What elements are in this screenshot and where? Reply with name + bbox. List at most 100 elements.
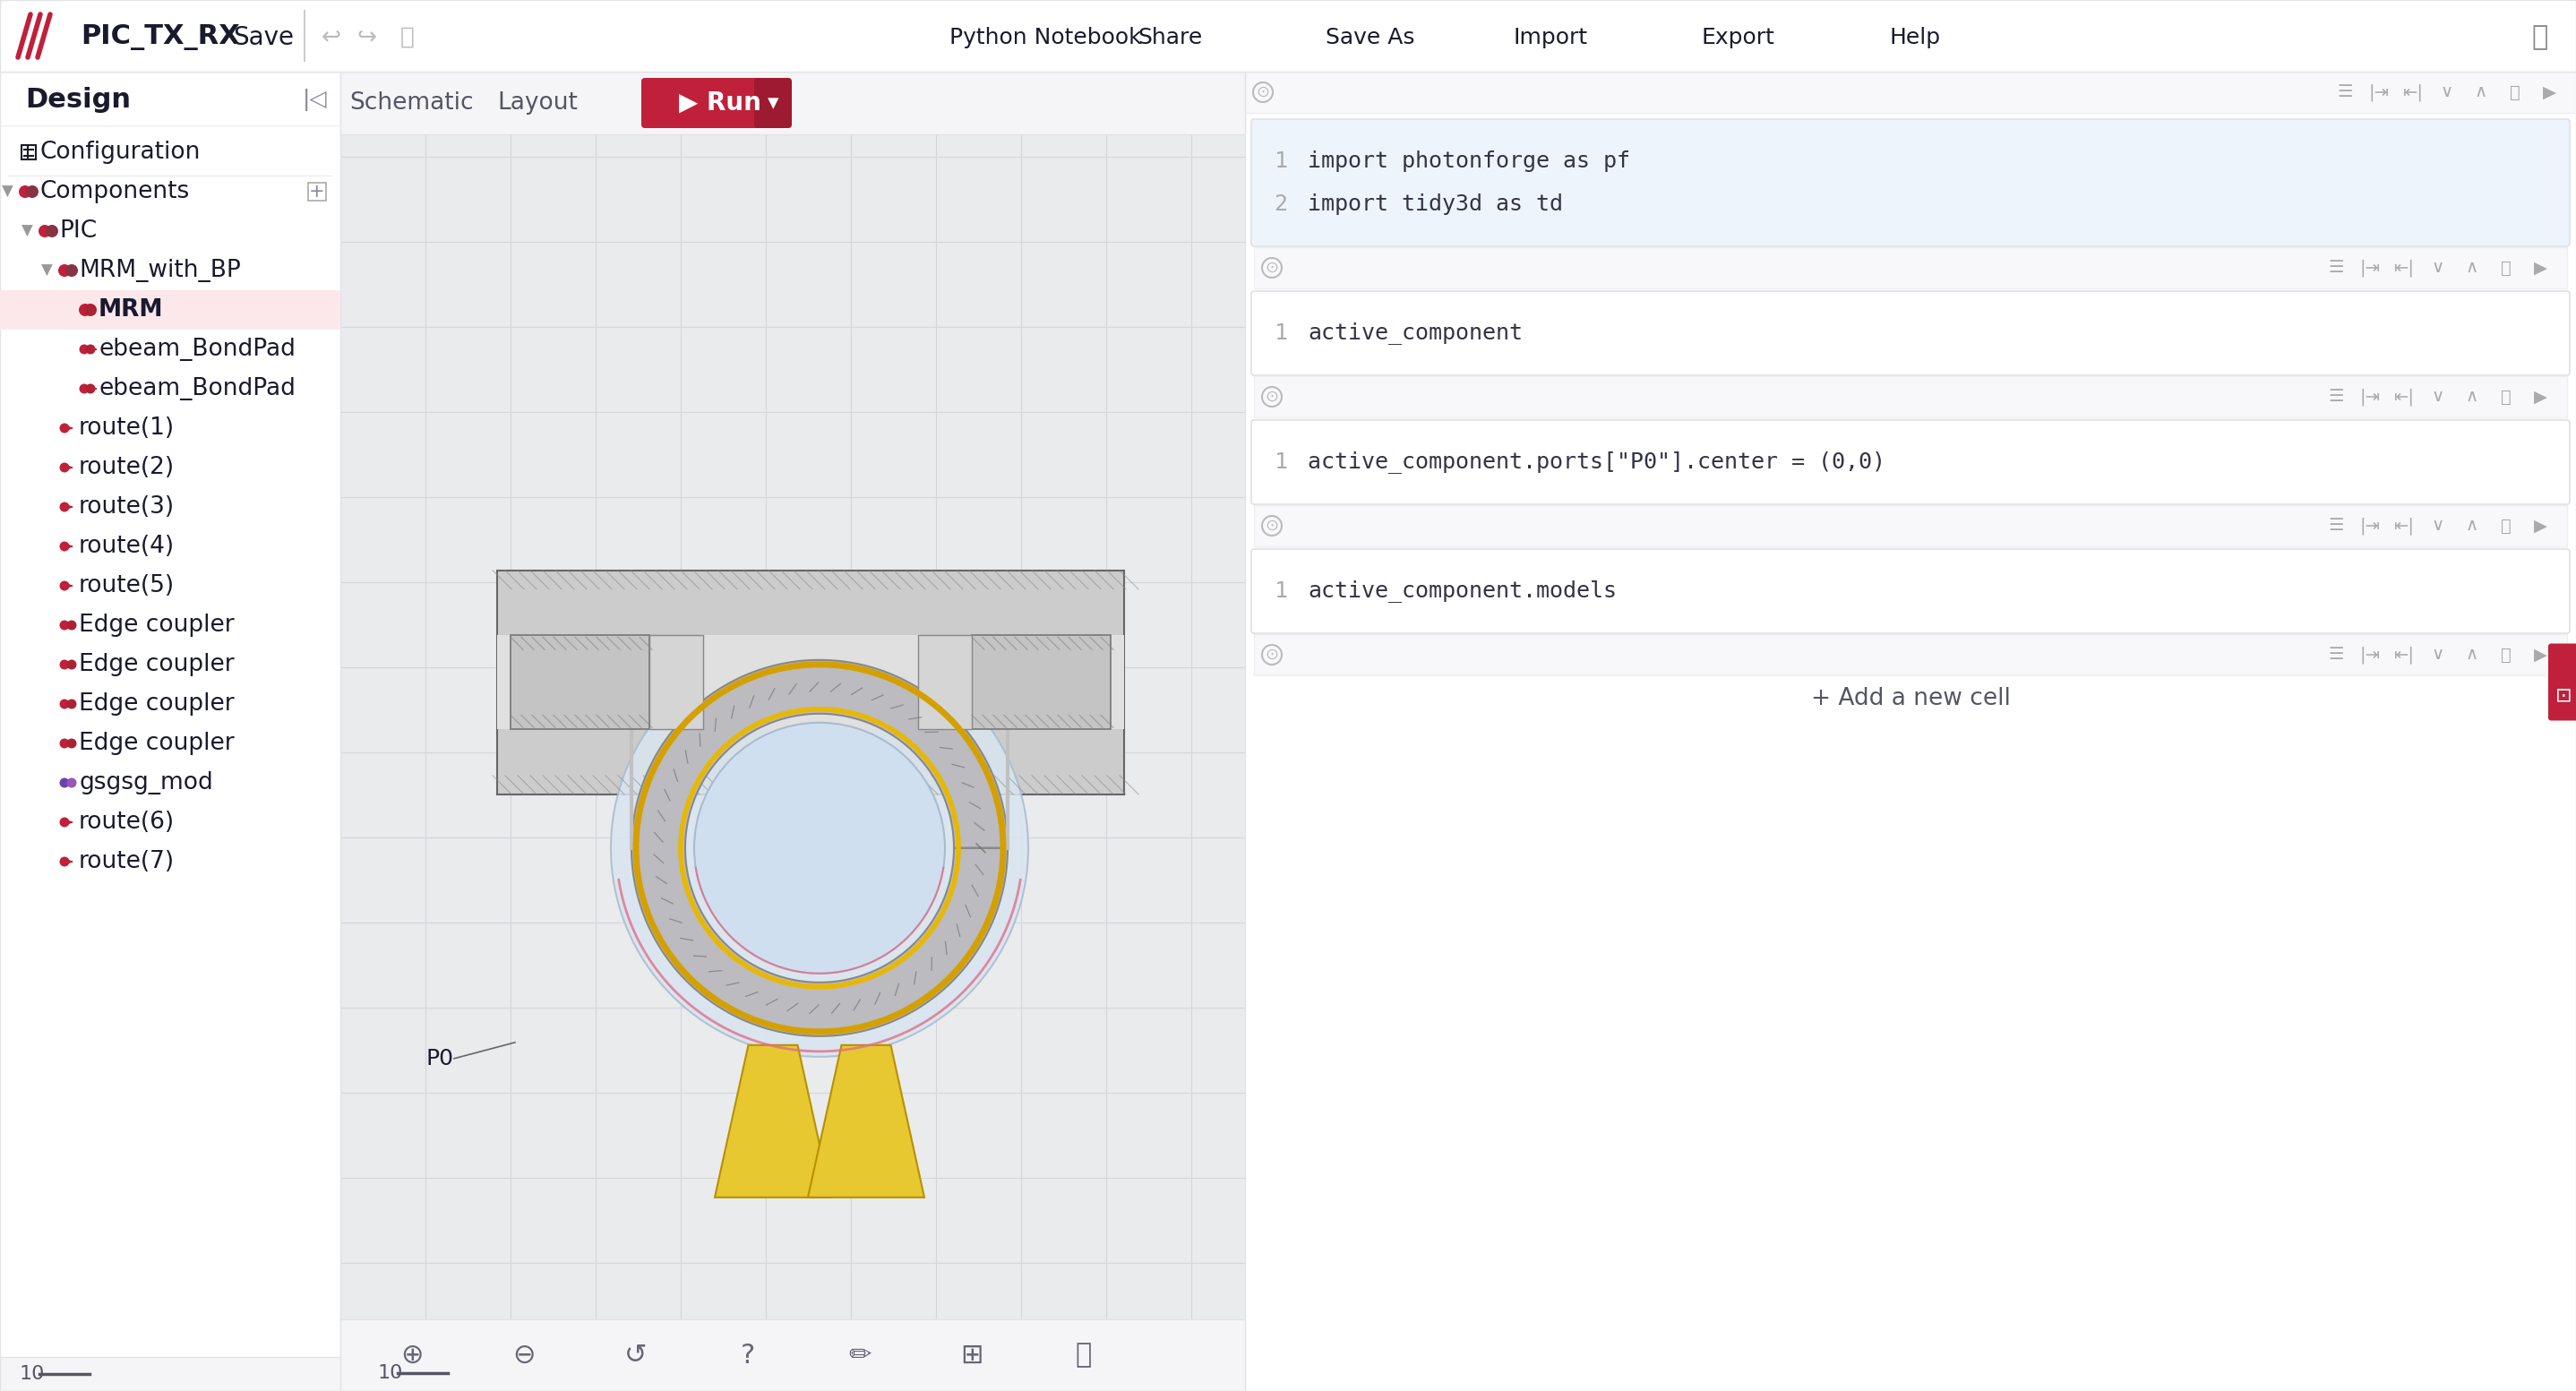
Text: ∨: ∨ (2432, 259, 2445, 277)
Text: 10: 10 (21, 1365, 46, 1383)
Text: MRM: MRM (98, 298, 162, 321)
Circle shape (611, 640, 1028, 1057)
Bar (1255, 248, 2568, 288)
Bar (0, 291, 340, 330)
Text: ⊖: ⊖ (513, 1342, 536, 1369)
Text: ⊙: ⊙ (1265, 260, 1278, 275)
Text: Share: Share (1139, 26, 1203, 49)
Text: route(5): route(5) (80, 574, 175, 597)
Bar (340, 72, 1244, 1391)
Text: |⇥: |⇥ (2360, 388, 2380, 406)
Text: ∨: ∨ (2432, 647, 2445, 664)
Circle shape (693, 723, 945, 974)
Text: route(7): route(7) (80, 850, 175, 874)
Text: Export: Export (1703, 26, 1775, 49)
Text: ∨: ∨ (2432, 388, 2445, 405)
Text: ⊙: ⊙ (1257, 85, 1270, 100)
Text: Design: Design (26, 86, 131, 113)
Text: |⇥: |⇥ (2370, 83, 2391, 102)
Text: ∧: ∧ (2465, 647, 2478, 664)
Bar (497, 636, 1123, 729)
Text: ∧: ∧ (2465, 259, 2478, 277)
Text: ∧: ∧ (2476, 83, 2488, 100)
FancyBboxPatch shape (1252, 549, 2571, 633)
Text: Edge coupler: Edge coupler (80, 613, 234, 637)
Text: active_component.ports["P0"].center = (0,0): active_component.ports["P0"].center = (0… (1309, 451, 1886, 473)
Text: |⇥: |⇥ (2360, 645, 2380, 664)
Text: ▶: ▶ (2532, 517, 2548, 534)
Bar (340, 72, 1244, 135)
Circle shape (64, 264, 77, 277)
Circle shape (59, 264, 70, 277)
Text: ▶: ▶ (2543, 83, 2555, 100)
Bar (497, 570, 1123, 794)
Text: Edge coupler: Edge coupler (80, 652, 234, 676)
Polygon shape (809, 1045, 925, 1198)
Text: ▶: ▶ (2532, 647, 2548, 664)
Bar (340, 1319, 1244, 1391)
FancyBboxPatch shape (755, 78, 791, 128)
Text: ebeam_BondPad: ebeam_BondPad (98, 377, 296, 401)
Text: ⊙: ⊙ (1265, 388, 1278, 405)
Circle shape (67, 778, 77, 787)
Text: import photonforge as pf: import photonforge as pf (1309, 150, 1631, 172)
Text: PIC: PIC (59, 220, 98, 243)
Circle shape (59, 502, 70, 512)
Text: |◁: |◁ (304, 89, 327, 111)
Text: ✏: ✏ (848, 1342, 871, 1369)
Text: |⇥: |⇥ (2360, 517, 2380, 534)
Text: route(4): route(4) (80, 534, 175, 558)
Text: route(6): route(6) (80, 811, 175, 833)
Text: Layout: Layout (497, 92, 577, 114)
Bar (1255, 634, 2568, 676)
Circle shape (59, 739, 70, 748)
Circle shape (85, 345, 95, 355)
Circle shape (67, 739, 77, 748)
Bar (309, 182, 327, 200)
Text: route(2): route(2) (80, 456, 175, 479)
Text: active_component.models: active_component.models (1309, 580, 1618, 602)
Bar (0, 1358, 340, 1391)
Text: 1: 1 (1275, 452, 1288, 473)
Text: Edge coupler: Edge coupler (80, 693, 234, 715)
Text: ☰: ☰ (2329, 259, 2344, 277)
Text: ⧉: ⧉ (2501, 647, 2512, 664)
Text: ebeam_BondPad: ebeam_BondPad (98, 338, 296, 360)
Text: ▼: ▼ (3, 184, 13, 200)
Text: ▶: ▶ (2532, 259, 2548, 277)
Text: ⊡: ⊡ (2555, 687, 2571, 704)
Circle shape (59, 778, 70, 787)
FancyBboxPatch shape (1252, 420, 2571, 505)
Circle shape (59, 620, 70, 630)
Text: ∧: ∧ (2465, 388, 2478, 405)
Text: route(1): route(1) (80, 416, 175, 440)
Text: ⧉: ⧉ (2509, 83, 2519, 100)
Text: route(3): route(3) (80, 495, 175, 519)
Text: ▼: ▼ (21, 223, 33, 239)
FancyBboxPatch shape (1252, 120, 2571, 246)
Circle shape (80, 303, 90, 316)
Circle shape (59, 423, 70, 433)
Text: PIC_TX_RX: PIC_TX_RX (80, 24, 240, 50)
Text: ☰: ☰ (2329, 388, 2344, 405)
Text: import tidy3d as td: import tidy3d as td (1309, 193, 1564, 216)
Text: Help: Help (1891, 26, 1942, 49)
Text: ↺: ↺ (623, 1342, 647, 1369)
Text: + Add a new cell: + Add a new cell (1811, 687, 2009, 711)
Bar (510, 636, 649, 729)
Text: gsgsg_mod: gsgsg_mod (80, 771, 214, 794)
Bar (1244, 72, 2576, 1391)
Bar (1255, 376, 2568, 417)
Text: Python Notebook: Python Notebook (951, 26, 1141, 49)
Text: Edge coupler: Edge coupler (80, 732, 234, 755)
Circle shape (59, 541, 70, 551)
Circle shape (59, 700, 70, 709)
Bar (21, 145, 36, 160)
Text: P0: P0 (425, 1047, 453, 1070)
Text: active_component: active_component (1309, 321, 1522, 345)
Bar (917, 636, 971, 729)
Text: ▶: ▶ (2532, 388, 2548, 405)
Text: ⇤|: ⇤| (2393, 645, 2414, 664)
Text: ⛶: ⛶ (2532, 24, 2548, 50)
Text: Import: Import (1515, 26, 1589, 49)
